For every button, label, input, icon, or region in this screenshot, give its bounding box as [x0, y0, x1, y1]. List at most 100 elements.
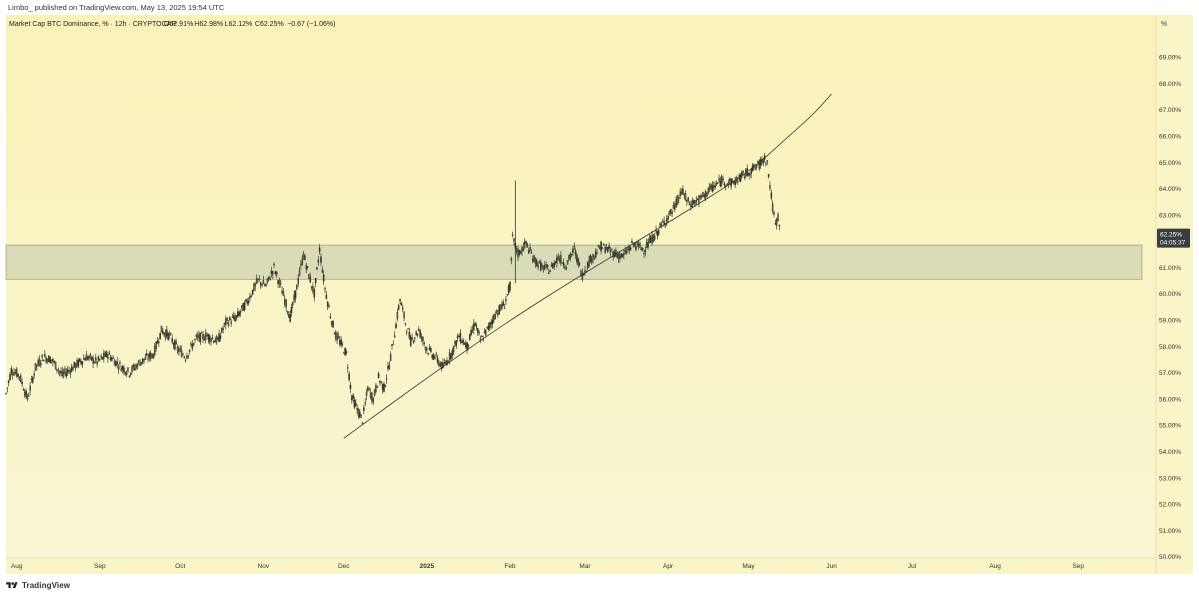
- y-tick-label: 51.00%: [1159, 528, 1181, 535]
- candle: [472, 319, 475, 335]
- candle: [101, 356, 104, 360]
- support-zone[interactable]: [5, 244, 1143, 280]
- candle: [494, 311, 497, 320]
- candle: [511, 231, 514, 238]
- y-tick-label: 50.00%: [1159, 554, 1181, 561]
- candle: [227, 320, 230, 328]
- candle: [565, 265, 568, 271]
- candle: [395, 321, 397, 330]
- candle: [199, 332, 202, 346]
- candle: [678, 194, 680, 203]
- candle: [249, 292, 251, 302]
- candle: [594, 248, 597, 260]
- candle: [557, 253, 560, 261]
- candle: [6, 387, 9, 393]
- candle: [282, 288, 285, 297]
- candle: [552, 262, 554, 269]
- candle: [399, 298, 401, 305]
- candle: [290, 303, 293, 318]
- y-tick-label: 56.00%: [1159, 396, 1181, 403]
- candle: [89, 352, 92, 360]
- candle: [676, 194, 679, 206]
- time-scale[interactable]: Aug Sep Oct Nov Dec 2025 Feb Mar Apr May Jun Jul Aug…: [11, 563, 1084, 570]
- candle: [569, 251, 572, 262]
- candle: [609, 246, 612, 257]
- candle: [556, 254, 558, 268]
- time-scale-background: [6, 558, 1193, 574]
- candle: [608, 242, 610, 251]
- x-tick-label: Nov: [258, 563, 270, 570]
- candle: [505, 296, 507, 306]
- candle: [393, 331, 396, 338]
- y-tick-label: 66.00%: [1159, 133, 1181, 140]
- candle: [371, 391, 373, 405]
- candle: [167, 332, 169, 341]
- candle: [123, 364, 125, 376]
- candle: [332, 320, 334, 329]
- candle: [210, 337, 212, 346]
- candle: [391, 344, 393, 350]
- y-tick-label: 69.00%: [1159, 55, 1181, 62]
- candle: [526, 242, 529, 248]
- candle: [22, 387, 25, 391]
- candle: [468, 333, 471, 341]
- candle: [447, 360, 450, 363]
- scale-unit-button[interactable]: [1158, 18, 1170, 29]
- candle: [19, 373, 22, 383]
- candle: [254, 282, 257, 291]
- candle: [372, 396, 375, 405]
- candle: [298, 266, 301, 277]
- candle: [451, 347, 454, 360]
- candle: [183, 355, 186, 359]
- candle: [564, 264, 566, 270]
- candle: [349, 381, 352, 393]
- candle: [408, 327, 411, 340]
- candle: [266, 278, 269, 285]
- candle: [344, 347, 346, 356]
- candle: [78, 358, 81, 363]
- candle: [129, 372, 132, 377]
- candle: [52, 357, 54, 367]
- candle: [259, 281, 262, 290]
- candle: [352, 392, 354, 402]
- candle: [253, 282, 255, 292]
- y-tick-label: 52.00%: [1159, 502, 1181, 509]
- candle: [9, 372, 11, 381]
- candle: [229, 315, 231, 321]
- candle: [778, 224, 781, 231]
- scale-unit-label[interactable]: %: [1161, 21, 1167, 28]
- candle: [538, 260, 541, 265]
- candle: [459, 329, 462, 345]
- candle: [234, 313, 236, 323]
- candle: [727, 179, 730, 189]
- x-tick-label: Aug: [989, 563, 1001, 570]
- candle: [475, 322, 478, 331]
- legend-ohlc-value: L62.12%: [225, 21, 253, 28]
- curved-trendline[interactable]: [343, 93, 832, 439]
- candle: [407, 328, 409, 330]
- y-tick-label: 60.00%: [1159, 291, 1181, 298]
- candle: [549, 269, 551, 272]
- candle: [178, 345, 180, 356]
- tradingview-branding[interactable]: TradingView: [6, 578, 70, 592]
- candle: [312, 282, 314, 294]
- candle: [411, 333, 413, 341]
- candle: [432, 353, 435, 361]
- candle: [384, 384, 387, 388]
- candle: [152, 352, 155, 360]
- candle: [684, 190, 687, 202]
- candle: [759, 156, 762, 169]
- candle: [304, 254, 306, 261]
- candle: [175, 338, 178, 345]
- candle: [300, 260, 302, 270]
- candle: [376, 385, 379, 388]
- candle: [278, 277, 281, 288]
- candle: [766, 159, 769, 165]
- candle: [450, 353, 452, 362]
- candle: [682, 185, 684, 196]
- candle: [621, 253, 624, 259]
- candle: [471, 325, 474, 333]
- candle: [7, 379, 10, 387]
- candle: [383, 381, 385, 393]
